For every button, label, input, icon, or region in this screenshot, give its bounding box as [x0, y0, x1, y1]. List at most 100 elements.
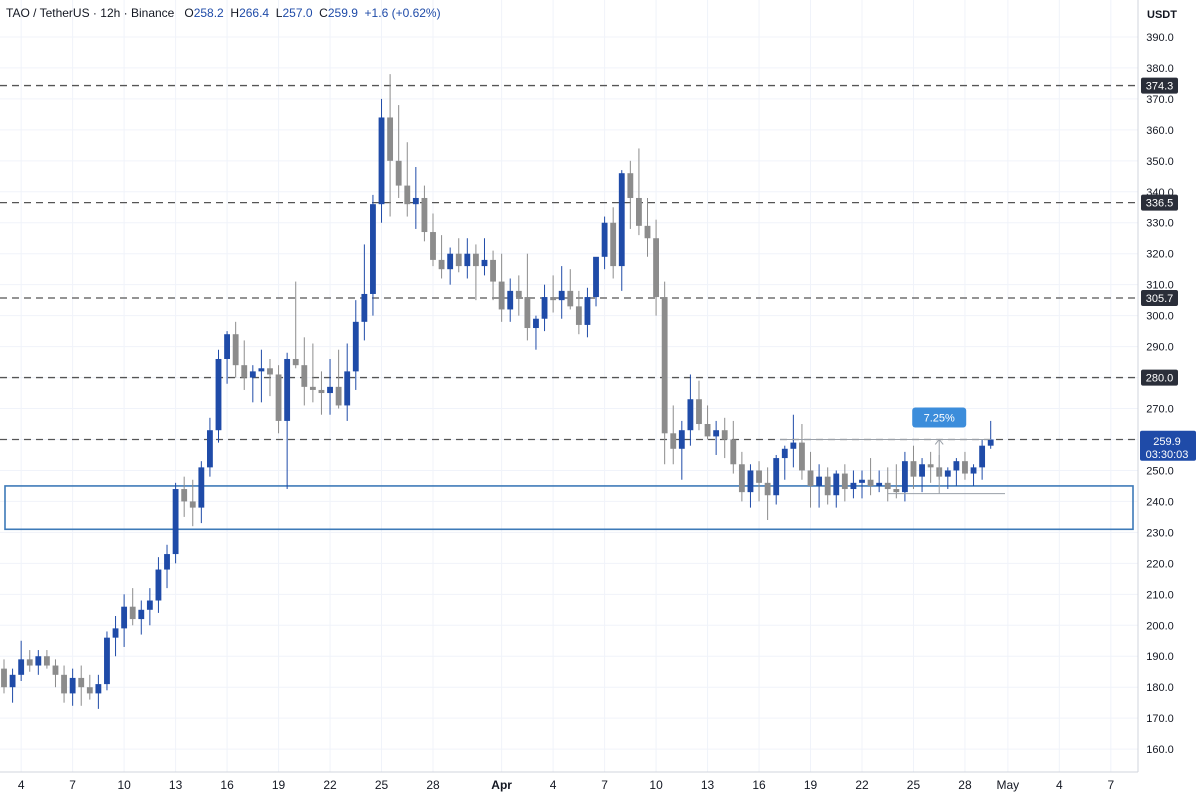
level-price-badge-label: 374.3: [1146, 81, 1174, 93]
time-tick-label: 7: [601, 778, 608, 792]
candle-body: [275, 374, 282, 421]
candle-body: [344, 371, 351, 406]
candle-body: [155, 569, 162, 601]
candle-body: [378, 117, 385, 205]
candle-body: [661, 297, 668, 434]
candle-body: [644, 225, 651, 239]
time-tick-label: May: [997, 778, 1020, 792]
open-value: 258.2: [193, 6, 224, 20]
candle-body: [104, 637, 110, 685]
candle-body: [121, 606, 128, 629]
candle-body: [901, 461, 908, 493]
candle-body: [412, 197, 419, 205]
candle-body: [610, 222, 617, 267]
candle-body: [953, 461, 960, 471]
level-price-badge[interactable]: [1141, 194, 1178, 211]
time-tick-label: 28: [426, 778, 440, 792]
candle-body: [61, 674, 67, 694]
time-tick-label: 22: [323, 778, 337, 792]
candle-body: [773, 458, 780, 496]
level-price-badge[interactable]: [1141, 289, 1178, 306]
time-tick-label: 13: [701, 778, 715, 792]
candle-body: [438, 259, 445, 270]
candle-body: [756, 470, 762, 483]
candle-body: [464, 253, 471, 267]
measure-tag[interactable]: [912, 407, 967, 428]
time-tick-label: 19: [272, 778, 286, 792]
time-tick-label: 13: [169, 778, 183, 792]
time-tick-label: 22: [855, 778, 869, 792]
time-tick-label: 10: [117, 778, 131, 792]
candle-body: [816, 476, 823, 486]
candle-body: [9, 674, 16, 688]
candle-body: [35, 656, 42, 666]
candle-body: [146, 600, 153, 610]
price-tick-label: 200.0: [1146, 620, 1174, 632]
candle-body: [670, 433, 677, 449]
symbol-name[interactable]: TAO / TetherUS: [6, 6, 90, 20]
candle-body: [893, 489, 900, 493]
level-price-badge[interactable]: [1141, 369, 1178, 386]
low-value: 257.0: [282, 6, 313, 20]
candle-body: [833, 473, 840, 496]
candle-body: [189, 501, 196, 508]
exchange: Binance: [130, 6, 175, 20]
price-tick-label: 320.0: [1146, 249, 1174, 261]
candle-body: [472, 253, 479, 267]
time-tick-label: 16: [752, 778, 766, 792]
level-price-badge[interactable]: [1141, 77, 1178, 94]
time-axis[interactable]: 4 7 10 13 16 19 22 25 28 Apr 4 7 10 13 16 19 22 25 28 May 4 7: [0, 771, 1138, 795]
candle-body: [627, 173, 634, 198]
candle-body: [987, 439, 994, 446]
high-label: H: [230, 6, 240, 20]
candle-body: [112, 628, 119, 638]
candle-body: [387, 117, 394, 161]
time-tick-label: 16: [220, 778, 234, 792]
price-tick-label: 380.0: [1146, 63, 1174, 75]
candle-body: [249, 371, 256, 378]
time-tick-label: 4: [550, 778, 557, 792]
support-zone-box[interactable]: [4, 485, 1134, 531]
candle-body: [490, 259, 496, 282]
candle-body: [1, 668, 7, 688]
candle-body: [721, 430, 728, 440]
candle-body: [841, 473, 848, 490]
candle-body: [370, 204, 376, 294]
grid: [0, 0, 1138, 772]
candle-body: [696, 399, 702, 425]
candle-body: [430, 232, 436, 260]
candle-body: [524, 297, 531, 329]
time-axis-background: [0, 772, 1138, 795]
price-axis[interactable]: 160.0 170.0 180.0 190.0 200.0 210.0 220.0 230.0…: [1137, 0, 1200, 795]
candle-body: [309, 386, 316, 390]
candle-body: [533, 318, 539, 329]
countdown-label: 03:30:03: [1146, 449, 1189, 461]
time-tick-label: 19: [804, 778, 818, 792]
candle-body: [404, 185, 411, 205]
candle-body: [704, 424, 711, 437]
close-label: C: [319, 6, 328, 20]
price-tick-label: 160.0: [1146, 744, 1174, 756]
candle-body: [653, 238, 659, 298]
candle-body: [361, 293, 368, 322]
candle-body: [730, 439, 737, 465]
measure-arrow-icon: [934, 438, 944, 445]
candle-body: [970, 467, 977, 474]
high-value: 266.4: [239, 6, 270, 20]
price-tick-label: 310.0: [1146, 280, 1174, 292]
level-lines-layer: [0, 84, 1138, 441]
last-price-badge[interactable]: [1140, 430, 1196, 461]
support-zone-layer: [4, 485, 1134, 531]
candle-body: [867, 479, 874, 486]
candle-body: [481, 259, 488, 267]
time-tick-label: 4: [1056, 778, 1063, 792]
candle-body: [215, 358, 222, 431]
time-tick-label: 25: [907, 778, 921, 792]
price-tick-label: 360.0: [1146, 125, 1174, 137]
candle-body: [558, 290, 565, 301]
time-tick-label: Apr: [491, 778, 512, 792]
interval[interactable]: 12h: [100, 6, 121, 20]
level-price-badge-label: 336.5: [1146, 198, 1174, 210]
